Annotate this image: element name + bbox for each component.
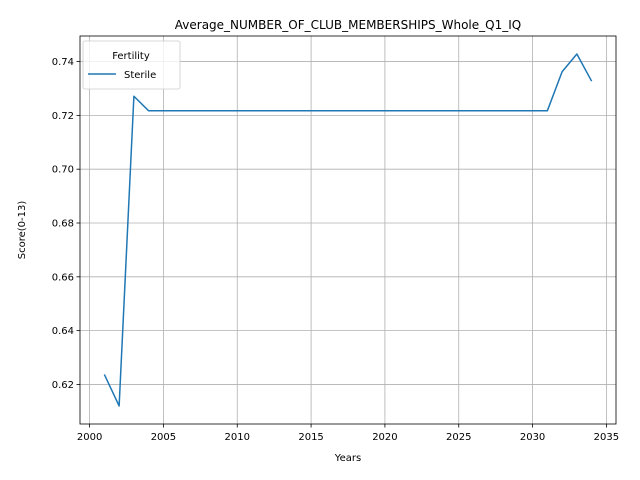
legend-entry-label: Sterile (124, 70, 156, 81)
chart-title: Average_NUMBER_OF_CLUB_MEMBERSHIPS_Whole… (175, 18, 521, 32)
x-tick-label: 2030 (520, 432, 545, 443)
y-tick-label: 0.70 (52, 165, 74, 176)
plot-frame (79, 35, 617, 425)
legend-title: Fertility (112, 51, 150, 62)
y-tick-label: 0.64 (52, 326, 74, 337)
x-tick-label: 2000 (77, 432, 102, 443)
x-tick-label: 2010 (225, 432, 250, 443)
series-layer (103, 53, 593, 407)
x-axis-label: Years (334, 453, 361, 464)
y-axis-label: Score(0-13) (17, 201, 28, 260)
legend: Fertility Sterile (82, 40, 181, 90)
y-tick-label: 0.72 (52, 111, 74, 122)
x-tick-label: 2015 (298, 432, 323, 443)
y-tick-label: 0.74 (52, 57, 74, 68)
y-tick-label: 0.62 (52, 380, 74, 391)
grid-lines (80, 36, 616, 424)
legend-box (82, 40, 181, 90)
x-tick-label: 2025 (446, 432, 471, 443)
y-tick-label: 0.68 (52, 219, 74, 230)
y-axis-ticks: 0.62 0.64 0.66 0.68 0.70 0.72 0.74 (52, 57, 80, 391)
legend-items: Sterile (88, 70, 156, 81)
y-tick-label: 0.66 (52, 272, 74, 283)
x-tick-label: 2035 (594, 432, 619, 443)
x-tick-label: 2005 (151, 432, 176, 443)
x-axis-ticks: 2000 2005 2010 2015 2020 2025 2030 2035 (77, 424, 619, 443)
series-line-sterile (103, 53, 593, 407)
x-tick-label: 2020 (372, 432, 397, 443)
